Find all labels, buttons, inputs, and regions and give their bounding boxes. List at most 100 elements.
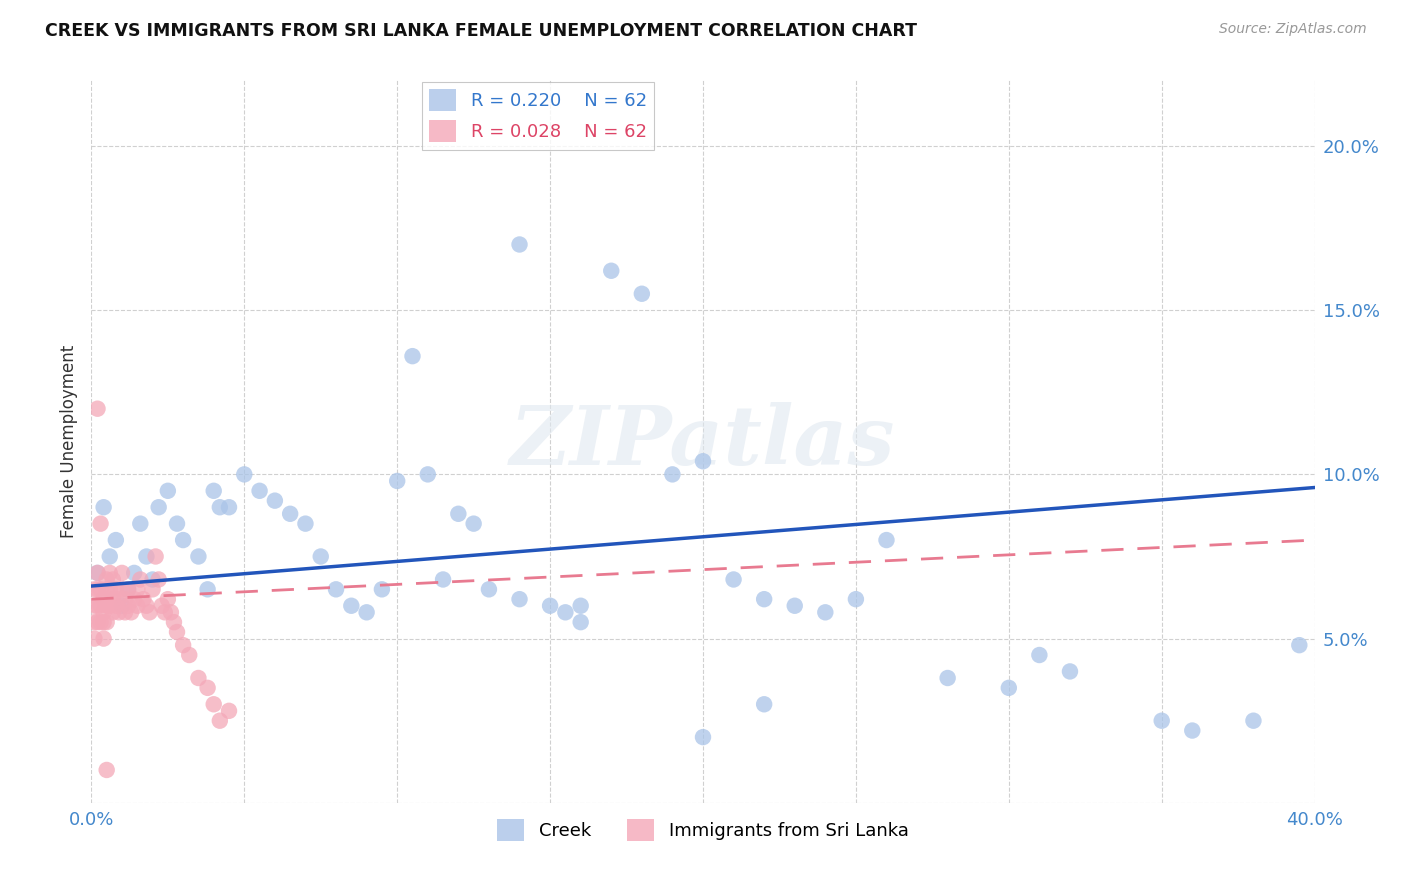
Point — [98, 566, 121, 580]
Point — [86, 599, 108, 613]
Point — [1243, 714, 1265, 728]
Point — [86, 566, 108, 580]
Point — [83, 582, 105, 597]
Point — [814, 605, 837, 619]
Point — [86, 401, 108, 416]
Point — [90, 516, 112, 531]
Point — [108, 592, 131, 607]
Y-axis label: Female Unemployment: Female Unemployment — [60, 345, 79, 538]
Point — [114, 592, 136, 607]
Point — [101, 592, 124, 607]
Point — [509, 237, 531, 252]
Point — [692, 730, 714, 744]
Point — [218, 704, 240, 718]
Point — [93, 605, 115, 619]
Point — [754, 698, 776, 712]
Point — [93, 632, 115, 646]
Point — [179, 648, 201, 662]
Point — [264, 493, 287, 508]
Point — [218, 500, 240, 515]
Point — [98, 582, 121, 597]
Point — [166, 516, 188, 531]
Point — [166, 625, 188, 640]
Point — [371, 582, 394, 597]
Point — [1288, 638, 1310, 652]
Point — [356, 605, 378, 619]
Point — [111, 599, 134, 613]
Point — [1028, 648, 1050, 662]
Point — [845, 592, 868, 607]
Point — [600, 264, 623, 278]
Point — [132, 592, 155, 607]
Point — [294, 516, 316, 531]
Point — [127, 599, 149, 613]
Point — [90, 615, 112, 630]
Point — [101, 605, 124, 619]
Point — [117, 582, 139, 597]
Point — [172, 638, 194, 652]
Point — [96, 573, 118, 587]
Point — [1150, 714, 1173, 728]
Point — [135, 599, 157, 613]
Point — [538, 599, 561, 613]
Point — [478, 582, 501, 597]
Point — [1059, 665, 1081, 679]
Point — [93, 615, 115, 630]
Point — [122, 566, 145, 580]
Point — [83, 632, 105, 646]
Point — [86, 566, 108, 580]
Point — [208, 500, 231, 515]
Point — [163, 615, 186, 630]
Point — [90, 582, 112, 597]
Point — [101, 573, 124, 587]
Point — [160, 605, 183, 619]
Point — [117, 582, 139, 597]
Point — [148, 500, 170, 515]
Legend: Creek, Immigrants from Sri Lanka: Creek, Immigrants from Sri Lanka — [491, 812, 915, 848]
Text: ZIPatlas: ZIPatlas — [510, 401, 896, 482]
Point — [233, 467, 256, 482]
Point — [93, 592, 115, 607]
Point — [111, 566, 134, 580]
Point — [156, 592, 179, 607]
Point — [138, 605, 160, 619]
Point — [98, 599, 121, 613]
Point — [661, 467, 683, 482]
Point — [783, 599, 806, 613]
Point — [96, 582, 118, 597]
Point — [631, 286, 654, 301]
Point — [93, 500, 115, 515]
Point — [309, 549, 332, 564]
Point — [127, 582, 149, 597]
Point — [122, 592, 145, 607]
Point — [153, 605, 176, 619]
Text: CREEK VS IMMIGRANTS FROM SRI LANKA FEMALE UNEMPLOYMENT CORRELATION CHART: CREEK VS IMMIGRANTS FROM SRI LANKA FEMAL… — [45, 22, 917, 40]
Point — [148, 573, 170, 587]
Point — [96, 599, 118, 613]
Point — [202, 698, 225, 712]
Text: Source: ZipAtlas.com: Source: ZipAtlas.com — [1219, 22, 1367, 37]
Point — [569, 615, 592, 630]
Point — [135, 549, 157, 564]
Point — [172, 533, 194, 547]
Point — [463, 516, 485, 531]
Point — [754, 592, 776, 607]
Point — [90, 599, 112, 613]
Point — [875, 533, 898, 547]
Point — [108, 605, 131, 619]
Point — [187, 549, 209, 564]
Point — [432, 573, 454, 587]
Point — [104, 599, 127, 613]
Point — [416, 467, 439, 482]
Point — [554, 605, 576, 619]
Point — [401, 349, 423, 363]
Point — [569, 599, 592, 613]
Point — [150, 599, 173, 613]
Point — [111, 582, 134, 597]
Point — [114, 605, 136, 619]
Point — [83, 599, 105, 613]
Point — [98, 549, 121, 564]
Point — [117, 599, 139, 613]
Point — [86, 615, 108, 630]
Point — [278, 507, 301, 521]
